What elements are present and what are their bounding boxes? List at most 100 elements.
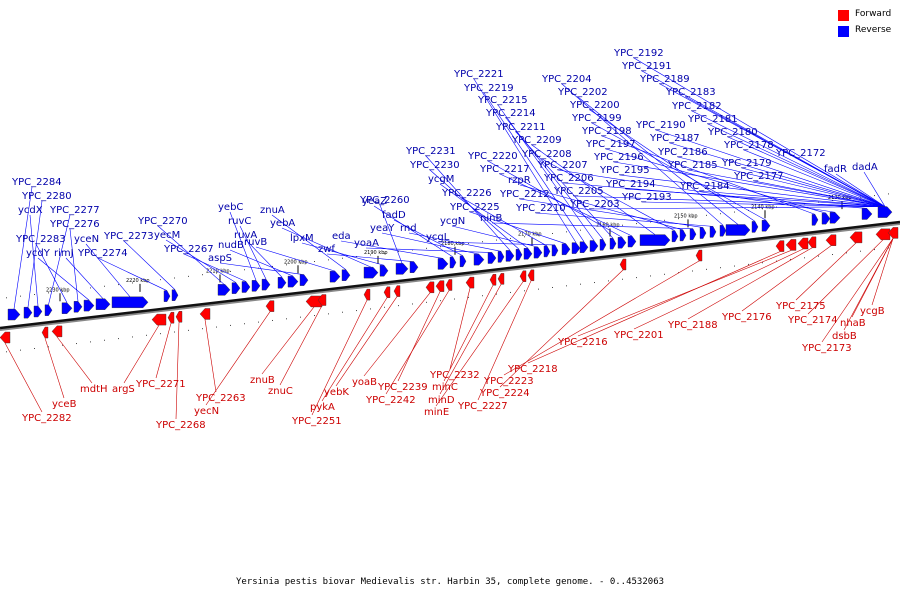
reverse-gene-arrow[interactable]: [627, 235, 637, 248]
forward-gene-label[interactable]: nhaB: [840, 318, 866, 329]
reverse-gene-label[interactable]: YPC_2195: [599, 165, 650, 176]
reverse-gene-arrow[interactable]: [515, 249, 523, 261]
reverse-gene-arrow[interactable]: [543, 245, 551, 258]
reverse-gene-label[interactable]: YPC_2197: [585, 139, 636, 150]
reverse-gene-label[interactable]: yebC: [218, 202, 243, 213]
reverse-gene-label[interactable]: YPC_2280: [21, 191, 72, 202]
forward-gene-label[interactable]: YPC_2173: [801, 343, 852, 354]
reverse-gene-label[interactable]: rimJ: [54, 248, 74, 259]
reverse-gene-arrow[interactable]: [241, 281, 251, 293]
reverse-gene-arrow[interactable]: [61, 302, 73, 314]
forward-gene-arrow[interactable]: [151, 313, 167, 326]
forward-gene-label[interactable]: YPC_2216: [557, 337, 608, 348]
reverse-gene-label[interactable]: YPC_2179: [721, 158, 772, 169]
reverse-gene-arrow[interactable]: [23, 306, 33, 319]
reverse-gene-arrow[interactable]: [671, 230, 679, 243]
reverse-gene-label[interactable]: ycdX: [18, 205, 43, 216]
reverse-gene-label[interactable]: YPC_2230: [409, 160, 460, 171]
forward-gene-label[interactable]: yceB: [52, 399, 77, 410]
forward-gene-label[interactable]: YPC_2239: [377, 382, 428, 393]
reverse-gene-label[interactable]: yeaZ: [362, 196, 387, 207]
reverse-gene-arrow[interactable]: [395, 263, 409, 275]
forward-gene-label[interactable]: YPC_2227: [457, 401, 508, 412]
reverse-gene-label[interactable]: YPC_2199: [571, 113, 622, 124]
forward-gene-arrow[interactable]: [489, 274, 497, 286]
forward-gene-label[interactable]: YPC_2242: [365, 395, 416, 406]
reverse-gene-label[interactable]: YPC_2277: [49, 205, 100, 216]
reverse-gene-label[interactable]: YPC_2190: [635, 120, 686, 131]
reverse-gene-label[interactable]: YPC_2194: [605, 179, 656, 190]
reverse-gene-arrow[interactable]: [437, 258, 449, 270]
forward-gene-arrow[interactable]: [527, 269, 535, 282]
reverse-gene-arrow[interactable]: [689, 228, 697, 240]
forward-gene-label[interactable]: YPC_2175: [775, 301, 826, 312]
reverse-gene-label[interactable]: YPC_2270: [137, 216, 188, 227]
reverse-gene-label[interactable]: YPC_2183: [665, 87, 716, 98]
reverse-gene-label[interactable]: YPC_2267: [163, 244, 214, 255]
reverse-gene-label[interactable]: ycgN: [440, 216, 465, 227]
reverse-gene-arrow[interactable]: [639, 234, 671, 246]
reverse-gene-arrow[interactable]: [473, 253, 485, 266]
forward-gene-label[interactable]: YPC_2188: [667, 320, 718, 331]
reverse-gene-label[interactable]: YPC_2231: [405, 146, 456, 157]
forward-gene-label[interactable]: YPC_2251: [291, 416, 342, 427]
forward-gene-arrow[interactable]: [425, 281, 435, 294]
reverse-gene-label[interactable]: YPC_2180: [707, 127, 758, 138]
reverse-gene-label[interactable]: YPC_2276: [49, 219, 100, 230]
reverse-gene-label[interactable]: yoaA: [354, 238, 379, 249]
reverse-gene-label[interactable]: znuA: [260, 205, 285, 216]
reverse-gene-arrow[interactable]: [171, 289, 179, 301]
reverse-gene-label[interactable]: YPC_2217: [479, 164, 530, 175]
forward-gene-label[interactable]: ycgB: [860, 306, 885, 317]
reverse-gene-label[interactable]: YPC_2184: [679, 181, 730, 192]
forward-gene-label[interactable]: YPC_2174: [787, 315, 838, 326]
reverse-gene-arrow[interactable]: [409, 261, 419, 273]
reverse-gene-arrow[interactable]: [287, 275, 299, 288]
reverse-gene-label[interactable]: nudB: [218, 240, 244, 251]
reverse-gene-label[interactable]: YPC_2206: [543, 173, 594, 184]
reverse-gene-label[interactable]: yceN: [74, 234, 99, 245]
reverse-gene-arrow[interactable]: [299, 274, 309, 286]
reverse-gene-arrow[interactable]: [877, 206, 893, 218]
reverse-gene-arrow[interactable]: [861, 208, 873, 220]
forward-gene-arrow[interactable]: [435, 280, 445, 292]
forward-gene-label[interactable]: YPC_2268: [155, 420, 206, 431]
forward-gene-arrow[interactable]: [41, 326, 49, 339]
forward-gene-label[interactable]: yoaB: [352, 377, 377, 388]
reverse-gene-label[interactable]: YPC_2196: [593, 152, 644, 163]
reverse-gene-label[interactable]: eda: [332, 231, 351, 242]
reverse-gene-label[interactable]: YPC_2212: [499, 189, 550, 200]
reverse-gene-label[interactable]: YPC_2203: [569, 199, 620, 210]
forward-gene-arrow[interactable]: [807, 236, 817, 249]
reverse-gene-label[interactable]: ycgM: [428, 174, 454, 185]
reverse-gene-label[interactable]: YPC_2193: [621, 192, 672, 203]
forward-gene-arrow[interactable]: [51, 325, 63, 338]
forward-gene-label[interactable]: znuB: [250, 375, 275, 386]
forward-gene-label[interactable]: YPC_2232: [429, 370, 480, 381]
reverse-gene-label[interactable]: YPC_2172: [775, 148, 826, 159]
reverse-gene-label[interactable]: YPC_2205: [553, 186, 604, 197]
reverse-gene-arrow[interactable]: [561, 243, 571, 256]
reverse-gene-label[interactable]: rnd: [400, 223, 417, 234]
forward-gene-arrow[interactable]: [167, 312, 175, 324]
reverse-gene-label[interactable]: YPC_2225: [449, 202, 500, 213]
reverse-gene-label[interactable]: yecM: [154, 230, 180, 241]
reverse-gene-arrow[interactable]: [449, 256, 457, 269]
reverse-gene-label[interactable]: YPC_2208: [521, 149, 572, 160]
forward-gene-label[interactable]: YPC_2176: [721, 312, 772, 323]
reverse-gene-arrow[interactable]: [617, 237, 627, 249]
reverse-gene-arrow[interactable]: [261, 278, 271, 291]
forward-gene-label[interactable]: pykA: [310, 402, 335, 413]
reverse-gene-label[interactable]: YPC_2202: [557, 87, 608, 98]
reverse-gene-label[interactable]: YPC_2186: [657, 147, 708, 158]
reverse-gene-arrow[interactable]: [95, 298, 111, 310]
reverse-gene-label[interactable]: YPC_2214: [485, 108, 536, 119]
reverse-gene-label[interactable]: YPC_2185: [667, 160, 718, 171]
forward-gene-arrow[interactable]: [305, 295, 323, 308]
reverse-gene-arrow[interactable]: [277, 277, 287, 289]
reverse-gene-label[interactable]: YPC_2204: [541, 74, 592, 85]
reverse-gene-label[interactable]: YPC_2192: [613, 48, 664, 59]
reverse-gene-label[interactable]: YPC_2200: [569, 100, 620, 111]
forward-gene-arrow[interactable]: [875, 228, 891, 241]
reverse-gene-label[interactable]: YPC_2226: [441, 188, 492, 199]
